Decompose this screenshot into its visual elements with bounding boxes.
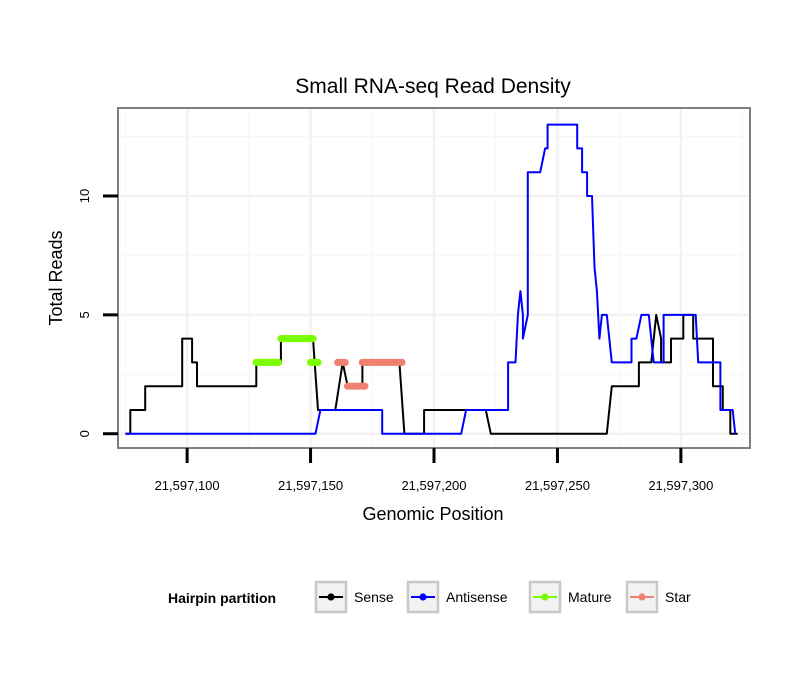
legend-title: Hairpin partition [168, 590, 276, 606]
star-point [398, 358, 406, 367]
legend-label-antisense: Antisense [446, 589, 508, 605]
series-layer [125, 123, 738, 435]
y-axis-title: Total Reads [46, 230, 66, 325]
legend-key-point-sense [327, 593, 335, 601]
y-tick-label-2: 10 [77, 189, 92, 203]
y-tick-label-0: 0 [77, 430, 92, 437]
mature-point [314, 358, 322, 367]
x-tick-label-4: 21,597,300 [648, 478, 713, 493]
x-tick-label-0: 21,597,100 [155, 478, 220, 493]
legend-label-sense: Sense [354, 589, 394, 605]
antisense-line [125, 123, 737, 435]
legend-key-point-star [638, 593, 646, 601]
x-axis: 21,597,100 21,597,150 21,597,200 21,597,250… [155, 448, 713, 493]
y-tick-label-1: 5 [77, 311, 92, 318]
mature-point [274, 358, 283, 367]
star-point [341, 358, 349, 367]
legend: Hairpin partition Sense Antisense Mature St… [168, 580, 691, 614]
legend-label-star: Star [665, 589, 691, 605]
chart-title: Small RNA-seq Read Density [295, 75, 571, 98]
legend-label-mature: Mature [568, 589, 612, 605]
x-tick-label-1: 21,597,150 [278, 478, 343, 493]
x-axis-title: Genomic Position [362, 504, 503, 524]
mature-point [309, 335, 317, 343]
x-tick-label-3: 21,597,250 [525, 478, 590, 493]
legend-key-point-antisense [419, 593, 427, 601]
legend-key-point-mature [541, 593, 549, 601]
x-tick-label-2: 21,597,200 [401, 478, 466, 493]
y-axis: 0 5 10 [77, 189, 118, 437]
star-point [361, 382, 369, 390]
